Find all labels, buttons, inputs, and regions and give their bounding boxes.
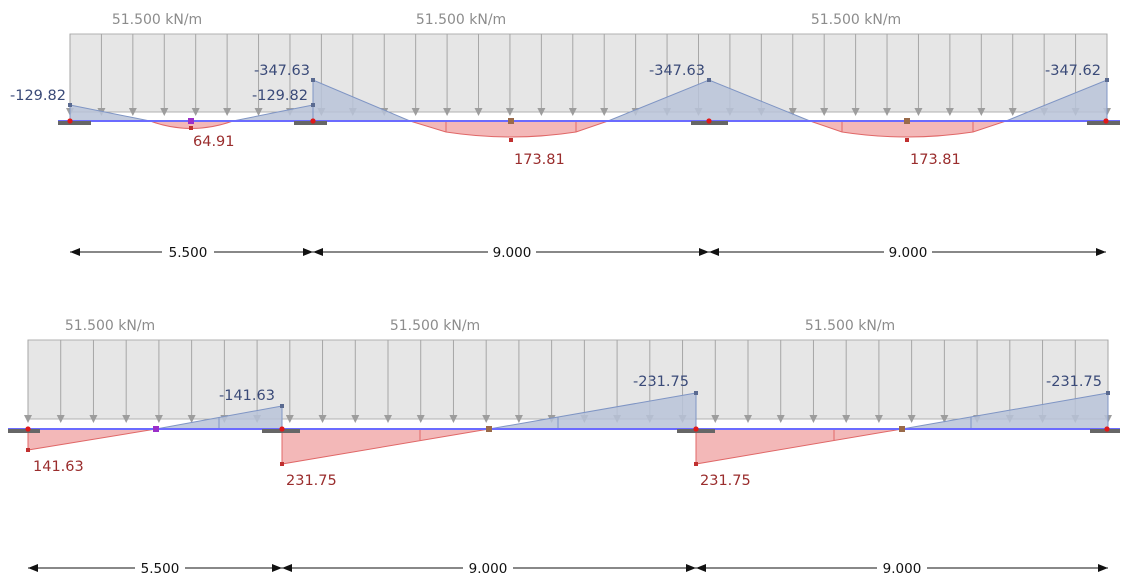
moment-positive-region-3 <box>809 120 1007 138</box>
moment-value-marker <box>707 78 711 82</box>
shear-value-marker <box>280 404 284 408</box>
shear-positive-region-1 <box>27 428 157 451</box>
moment-support <box>294 121 327 125</box>
shear-value-span-1-start: 141.63 <box>33 459 84 475</box>
moment-span-length-2: 9.000 <box>493 245 532 261</box>
shear-span-length-2: 9.000 <box>469 561 508 576</box>
shear-load-label-span-1: 51.500 kN/m <box>65 318 155 334</box>
shear-node <box>1104 426 1110 432</box>
moment-value-span-2-mid: 173.81 <box>514 152 565 168</box>
moment-node <box>67 118 73 124</box>
moment-load-label-span-1: 51.500 kN/m <box>112 12 202 28</box>
shear-midspan-marker <box>899 426 905 432</box>
moment-load-block <box>66 33 1111 116</box>
shear-load-label-span-2: 51.500 kN/m <box>390 318 480 334</box>
moment-span-length-1: 5.500 <box>169 245 208 261</box>
moment-value-marker <box>189 126 193 130</box>
shear-value-marker <box>280 462 284 466</box>
shear-support <box>8 429 40 433</box>
moment-value-span-3-mid: 173.81 <box>910 152 961 168</box>
moment-span-length-3: 9.000 <box>889 245 928 261</box>
moment-load-arrows <box>66 34 1111 116</box>
moment-load-label-span-2: 51.500 kN/m <box>416 12 506 28</box>
shear-node <box>279 426 285 432</box>
moment-positive-region-2 <box>409 120 609 138</box>
moment-support <box>1087 121 1120 125</box>
moment-node <box>706 118 712 124</box>
moment-value-support-4: -347.62 <box>1045 63 1101 79</box>
shear-value-marker <box>694 462 698 466</box>
shear-value-span-1-end: -141.63 <box>219 388 275 404</box>
shear-hinge <box>153 426 159 432</box>
shear-positive-region-2 <box>281 428 490 465</box>
shear-value-span-3-end: -231.75 <box>1046 374 1102 390</box>
shear-load-label-span-3: 51.500 kN/m <box>805 318 895 334</box>
moment-value-span-1-mid: 64.91 <box>193 134 235 150</box>
moment-value-marker <box>1105 78 1109 82</box>
moment-value-marker <box>509 138 513 142</box>
moment-node <box>1103 118 1109 124</box>
moment-value-marker <box>311 78 315 82</box>
moment-value-marker <box>311 103 315 107</box>
shear-span-length-1: 5.500 <box>141 561 180 576</box>
moment-dimension-line: 5.500 9.000 9.000 <box>70 245 1106 261</box>
shear-value-marker <box>694 391 698 395</box>
shear-load-block <box>24 339 1112 423</box>
shear-value-span-2-start: 231.75 <box>286 473 337 489</box>
shear-value-marker <box>1106 391 1110 395</box>
moment-node <box>310 118 316 124</box>
moment-value-support-1: -129.82 <box>10 88 66 104</box>
moment-diagram: 51.500 kN/m 51.500 kN/m 51.500 kN/m <box>10 12 1120 261</box>
shear-value-span-2-end: -231.75 <box>633 374 689 390</box>
shear-node <box>693 426 699 432</box>
shear-load-area <box>27 339 1109 420</box>
shear-positive-region-3 <box>695 428 903 465</box>
shear-node <box>25 426 31 432</box>
shear-support <box>1090 429 1120 433</box>
moment-load-label-span-3: 51.500 kN/m <box>811 12 901 28</box>
shear-midspan-marker <box>486 426 492 432</box>
moment-load-area <box>69 33 1108 113</box>
moment-support <box>58 121 91 125</box>
moment-value-support-2: -347.63 <box>254 63 310 79</box>
moment-midspan-marker <box>904 118 910 124</box>
shear-load-arrows <box>24 340 1112 423</box>
shear-span-length-3: 9.000 <box>883 561 922 576</box>
shear-value-span-3-start: 231.75 <box>700 473 751 489</box>
shear-dimension-line: 5.500 9.000 9.000 <box>28 561 1108 576</box>
moment-value-support-3: -347.63 <box>649 63 705 79</box>
moment-value-span-1-left: -129.82 <box>252 88 308 104</box>
shear-diagram: 51.500 kN/m 51.500 kN/m 51.500 kN/m <box>8 318 1120 576</box>
moment-midspan-marker <box>508 118 514 124</box>
moment-value-marker <box>905 138 909 142</box>
moment-value-marker <box>68 103 72 107</box>
shear-value-marker <box>26 448 30 452</box>
moment-hinge <box>188 118 194 124</box>
